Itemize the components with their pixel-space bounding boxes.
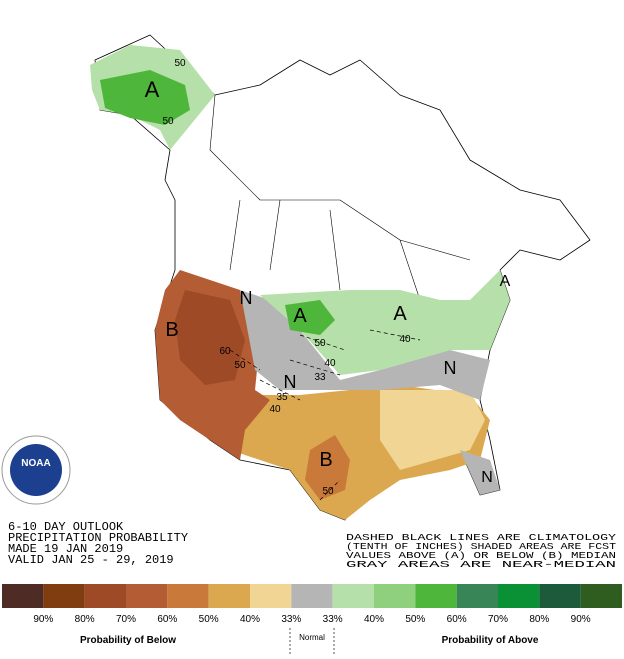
green-north (260, 270, 510, 375)
map (90, 34, 591, 521)
legend-tick-label: 90% (571, 614, 591, 625)
title-line: PRECIPITATION PROBABILITY (8, 531, 188, 545)
legend-swatch (208, 584, 250, 608)
legend-tick-label: 50% (199, 614, 219, 625)
map-label: 40 (399, 334, 411, 345)
legend-swatch (415, 584, 457, 608)
gray-band (240, 290, 490, 400)
map-label: N (481, 469, 493, 486)
map-label: B (165, 319, 178, 341)
legend: Probability of Below Normal Probability … (2, 584, 622, 655)
map-label: 50 (234, 360, 246, 371)
legend-above: Probability of Above (442, 635, 539, 646)
legend-tick-label: 50% (405, 614, 425, 625)
map-label: N (240, 288, 253, 308)
note-line: (TENTH OF INCHES) SHADED AREAS ARE FCST (346, 542, 617, 552)
legend-tick-label: 70% (488, 614, 508, 625)
map-label: N (284, 372, 297, 392)
legend-tick-label: 60% (157, 614, 177, 625)
title-line: MADE 19 JAN 2019 (8, 542, 123, 556)
legend-swatch (43, 584, 85, 608)
note-line: GRAY AREAS ARE NEAR-MEDIAN (346, 560, 616, 570)
map-label: A (500, 273, 511, 290)
note-line: DASHED BLACK LINES ARE CLIMATOLOGY (346, 533, 617, 543)
map-label: 40 (269, 404, 281, 415)
legend-tick-label: 60% (447, 614, 467, 625)
legend-swatch (332, 584, 374, 608)
legend-tick-label: 33% (281, 614, 301, 625)
legend-swatch (456, 584, 498, 608)
map-label: 50 (162, 116, 174, 127)
legend-below: Probability of Below (80, 635, 176, 646)
alaska-green (100, 70, 190, 125)
legend-tick-label: 80% (75, 614, 95, 625)
map-label: 50 (174, 58, 186, 69)
legend-swatch (84, 584, 126, 608)
legend-tick-label: 70% (116, 614, 136, 625)
legend-tick-label: 33% (323, 614, 343, 625)
legend-swatch (539, 584, 581, 608)
logo-disc (10, 444, 62, 496)
map-label: 40 (324, 358, 336, 369)
legend-tick-label: 40% (240, 614, 260, 625)
light-tan-southeast (380, 390, 485, 470)
logo-text: NOAA (21, 458, 50, 469)
noaa-logo: NOAA (1, 435, 71, 505)
legend-swatch (250, 584, 292, 608)
legend-swatch (167, 584, 209, 608)
legend-normal: Normal (299, 633, 325, 642)
brown-texas (305, 435, 350, 500)
dark-brown-west (175, 290, 245, 385)
title-line: 6-10 DAY OUTLOOK (8, 520, 124, 534)
notes-block: DASHED BLACK LINES ARE CLIMATOLOGY(TENTH… (346, 533, 617, 570)
climatology-lines (229, 329, 421, 501)
legend-swatch (374, 584, 416, 608)
map-label: 50 (322, 486, 334, 497)
map-label: A (393, 303, 407, 325)
map-label: 50 (314, 338, 326, 349)
map-label: 60 (219, 346, 231, 357)
legend-swatch (2, 584, 44, 608)
legend-tick-label: 40% (364, 614, 384, 625)
note-line: VALUES ABOVE (A) OR BELOW (B) MEDIAN (346, 551, 616, 561)
legend-swatch (291, 584, 333, 608)
legend-swatch (126, 584, 168, 608)
map-label: 35 (276, 392, 288, 403)
map-label: A (293, 305, 307, 327)
map-label: A (145, 77, 160, 102)
title-line: VALID JAN 25 - 29, 2019 (8, 553, 174, 567)
legend-swatch (580, 584, 622, 608)
legend-swatch (498, 584, 540, 608)
gray-florida (460, 450, 500, 495)
map-label: N (444, 358, 457, 378)
map-label: B (319, 449, 332, 471)
map-label: 33 (314, 372, 326, 383)
legend-tick-label: 90% (33, 614, 53, 625)
canada-borders (209, 94, 471, 301)
legend-tick-label: 80% (529, 614, 549, 625)
green-dakotas (285, 300, 335, 335)
